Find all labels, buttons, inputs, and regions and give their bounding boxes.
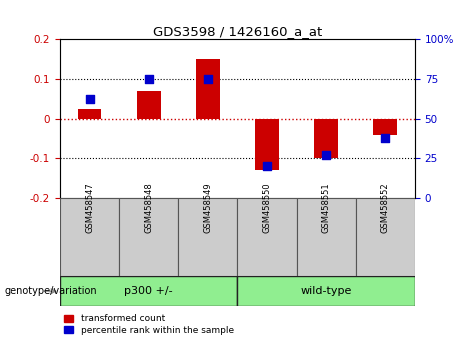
Bar — [237, 276, 415, 306]
Text: p300 +/-: p300 +/- — [124, 286, 173, 296]
Bar — [60, 198, 119, 276]
Text: GSM458547: GSM458547 — [85, 183, 94, 233]
Bar — [373, 119, 397, 135]
Text: GSM458549: GSM458549 — [203, 183, 213, 233]
Point — [145, 76, 152, 82]
Title: GDS3598 / 1426160_a_at: GDS3598 / 1426160_a_at — [153, 25, 322, 38]
Text: GSM458548: GSM458548 — [144, 183, 153, 233]
Point — [204, 76, 212, 82]
Text: wild-type: wild-type — [301, 286, 352, 296]
Bar — [356, 198, 415, 276]
Legend: transformed count, percentile rank within the sample: transformed count, percentile rank withi… — [65, 314, 234, 335]
Bar — [119, 198, 178, 276]
Point — [382, 135, 389, 141]
Text: GSM458552: GSM458552 — [381, 183, 390, 233]
Bar — [296, 198, 356, 276]
Bar — [178, 198, 237, 276]
Point — [86, 97, 93, 102]
Bar — [137, 91, 160, 119]
Bar — [196, 59, 219, 119]
Point — [322, 152, 330, 158]
Bar — [237, 198, 296, 276]
Text: genotype/variation: genotype/variation — [5, 286, 97, 296]
Bar — [77, 109, 101, 119]
Bar — [314, 119, 338, 159]
Bar — [255, 119, 279, 170]
Text: GSM458550: GSM458550 — [262, 183, 272, 233]
Text: GSM458551: GSM458551 — [322, 183, 331, 233]
Point — [263, 164, 271, 169]
Bar — [60, 276, 237, 306]
